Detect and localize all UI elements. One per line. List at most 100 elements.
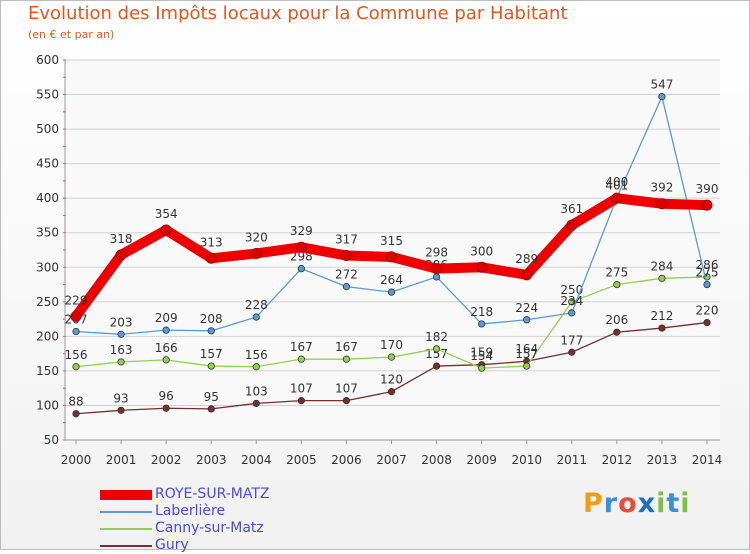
data-point xyxy=(613,280,621,289)
data-label: 300 xyxy=(470,244,493,258)
data-label: 167 xyxy=(290,340,313,354)
x-tick-label: 2000 xyxy=(61,453,92,467)
data-label: 209 xyxy=(155,311,178,325)
y-tick-label: 600 xyxy=(36,53,59,67)
data-point xyxy=(523,362,531,370)
data-label: 224 xyxy=(515,301,538,315)
data-point xyxy=(478,364,486,372)
data-label: 182 xyxy=(425,330,448,344)
data-point xyxy=(72,327,80,336)
data-point xyxy=(656,198,668,210)
data-label: 320 xyxy=(245,230,268,244)
data-point xyxy=(295,241,307,253)
data-label: 275 xyxy=(605,266,628,280)
data-label: 157 xyxy=(200,347,223,361)
data-point xyxy=(432,345,441,353)
data-label: 208 xyxy=(200,312,223,326)
data-point xyxy=(115,249,127,261)
data-label: 107 xyxy=(335,382,358,396)
data-point xyxy=(521,269,533,281)
data-label: 250 xyxy=(560,283,583,297)
y-tick-label: 500 xyxy=(36,122,59,136)
data-point xyxy=(297,355,305,363)
legend-label: Laberlière xyxy=(155,503,226,519)
x-tick-label: 2001 xyxy=(106,453,137,467)
data-point xyxy=(162,404,170,412)
data-label: 392 xyxy=(650,181,673,195)
legend-label: Canny-sur-Matz xyxy=(155,520,264,536)
data-label: 401 xyxy=(605,178,628,192)
data-label: 289 xyxy=(515,252,538,266)
chart-title: Evolution des Impôts locaux pour la Comm… xyxy=(28,3,568,24)
data-label: 88 xyxy=(68,395,83,409)
x-tick-label: 2013 xyxy=(647,453,678,467)
data-point xyxy=(342,397,351,405)
data-point xyxy=(342,283,351,291)
data-point xyxy=(250,247,262,259)
data-label: 156 xyxy=(245,348,268,362)
data-point xyxy=(478,320,486,328)
data-label: 107 xyxy=(290,382,313,396)
data-label: 206 xyxy=(605,313,628,327)
data-point xyxy=(162,326,170,334)
data-label: 264 xyxy=(380,273,403,287)
data-point xyxy=(566,219,578,231)
data-label: 284 xyxy=(650,259,673,273)
y-tick-label: 250 xyxy=(36,295,59,309)
data-point xyxy=(72,363,80,371)
y-tick-label: 350 xyxy=(36,226,59,240)
legend-swatch xyxy=(100,545,152,547)
data-point xyxy=(297,397,305,405)
data-point xyxy=(342,355,351,363)
y-tick-label: 150 xyxy=(36,364,59,378)
logo-letter: i xyxy=(680,488,691,519)
x-tick-label: 2010 xyxy=(511,453,542,467)
data-point xyxy=(568,298,576,306)
x-tick-label: 2007 xyxy=(376,453,407,467)
data-point xyxy=(431,263,443,275)
logo-letter: i xyxy=(656,488,667,519)
chart-subtitle: (en € et par an) xyxy=(28,28,115,41)
proxiti-logo: Proxiti xyxy=(583,488,691,519)
data-point xyxy=(703,318,711,327)
data-label: 313 xyxy=(200,235,223,249)
data-label: 547 xyxy=(650,78,673,92)
data-point xyxy=(432,362,441,370)
data-point xyxy=(340,250,352,262)
data-point xyxy=(207,327,215,335)
logo-letter: o xyxy=(618,488,638,519)
data-point xyxy=(432,273,441,281)
data-label: 96 xyxy=(159,389,174,403)
x-tick-label: 2004 xyxy=(241,453,272,467)
y-tick-label: 300 xyxy=(36,260,59,274)
data-point xyxy=(162,356,170,364)
data-point xyxy=(252,399,260,407)
data-label: 203 xyxy=(110,315,133,329)
data-point xyxy=(252,363,260,371)
x-tick-label: 2014 xyxy=(692,453,723,467)
data-point xyxy=(252,313,260,321)
data-point xyxy=(117,358,125,366)
data-label: 228 xyxy=(245,298,268,312)
data-point xyxy=(72,410,80,418)
data-label: 361 xyxy=(560,202,583,216)
data-label: 177 xyxy=(560,333,583,347)
data-point xyxy=(387,288,396,296)
legend-swatch xyxy=(100,490,152,500)
data-point xyxy=(658,274,666,282)
data-label: 234 xyxy=(560,294,583,308)
data-label: 159 xyxy=(470,346,493,360)
data-label: 275 xyxy=(696,266,719,280)
data-point xyxy=(207,362,215,370)
legend-label: Gury xyxy=(155,537,189,553)
y-tick-label: 50 xyxy=(44,433,59,447)
data-point xyxy=(568,348,576,356)
data-point xyxy=(117,330,125,338)
data-label: 229 xyxy=(65,293,88,307)
x-tick-label: 2009 xyxy=(466,453,497,467)
data-label: 212 xyxy=(650,309,673,323)
x-tick-label: 2003 xyxy=(196,453,227,467)
data-label: 218 xyxy=(470,305,493,319)
data-label: 164 xyxy=(515,342,538,356)
data-label: 120 xyxy=(380,373,403,387)
